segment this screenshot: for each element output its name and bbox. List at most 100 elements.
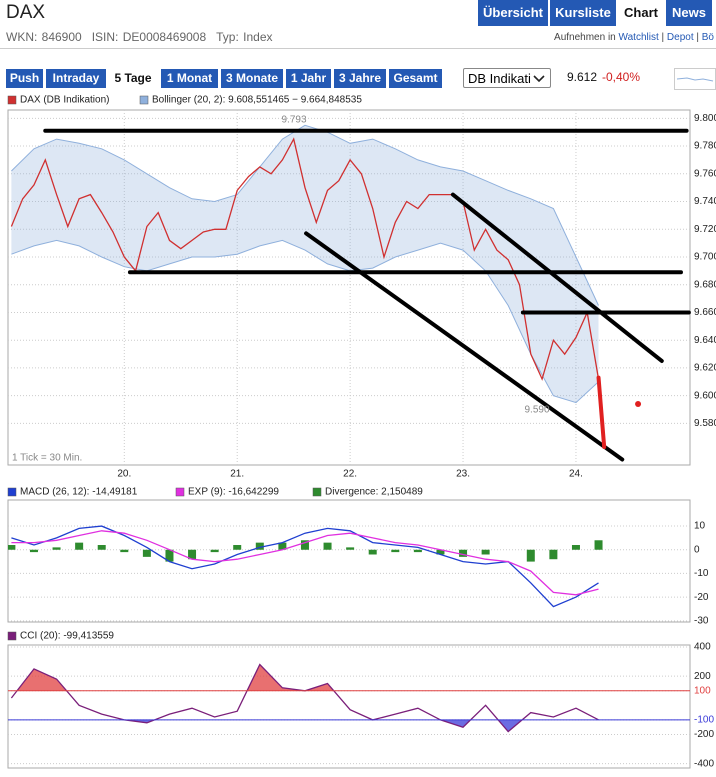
divergence-bar xyxy=(188,549,197,560)
threshold-fill xyxy=(11,719,599,732)
y-tick-label: 9.800 xyxy=(694,113,716,124)
divider xyxy=(0,48,716,49)
range-button[interactable]: Push xyxy=(6,69,43,88)
annotation: 9.590 xyxy=(524,405,549,416)
y-tick-label: 9.760 xyxy=(694,168,716,179)
plot-frame xyxy=(7,644,691,769)
divergence-bar xyxy=(413,549,422,553)
divergence-bar xyxy=(391,549,400,553)
trendline xyxy=(596,375,607,449)
legend-label: EXP (9): -16,642299 xyxy=(188,487,279,498)
link[interactable]: Watchlist xyxy=(618,32,659,43)
y-tick-label: -20 xyxy=(694,592,709,603)
trendline xyxy=(304,231,625,462)
x-tick-label: 22. xyxy=(343,469,357,480)
legend-label: MACD (26, 12): -14,49181 xyxy=(20,487,138,498)
separator: | xyxy=(661,32,665,43)
x-tick-label: 23. xyxy=(456,469,470,480)
y-tick-label: 9.720 xyxy=(694,224,716,235)
range-button[interactable]: 5 Tage xyxy=(114,71,152,85)
divergence-bar xyxy=(52,547,61,550)
divergence-bar xyxy=(346,547,355,550)
divergence-bar xyxy=(368,549,377,555)
legend-label: DAX (DB Indikation) xyxy=(20,95,109,106)
marker xyxy=(635,400,642,407)
divergence-bar xyxy=(594,540,603,550)
range-button[interactable]: 1 Monat xyxy=(161,69,218,88)
legend-label: Bollinger (20, 2): 9.608,551465 − 9.664,… xyxy=(152,95,362,106)
annotation: 9.793 xyxy=(281,115,306,126)
divergence-bar xyxy=(29,549,38,553)
info-item: ISIN: DE0008469008 xyxy=(91,30,207,44)
y-tick-label: 9.780 xyxy=(694,141,716,152)
price-change: -0,40% xyxy=(602,70,641,84)
legend-swatch xyxy=(312,487,322,497)
range-button[interactable]: 1 Jahr xyxy=(286,69,331,88)
y-tick-label: 9.580 xyxy=(694,418,716,429)
range-button[interactable]: 3 Monate xyxy=(221,69,283,88)
divergence-bar xyxy=(8,545,16,550)
links: Aufnehmen in Watchlist | Depot | Bö xyxy=(554,32,714,43)
plot-frame xyxy=(7,499,691,623)
divergence-bar xyxy=(255,542,264,550)
y-tick-label: -200 xyxy=(694,729,714,740)
link[interactable]: Depot xyxy=(666,32,694,43)
tab[interactable]: Übersicht xyxy=(478,0,548,26)
divergence-bar xyxy=(436,549,445,555)
y-tick-label: 9.620 xyxy=(694,363,716,374)
legend-swatch xyxy=(7,631,17,641)
legend-label: CCI (20): -99,413559 xyxy=(20,631,114,642)
page-title: DAX xyxy=(6,2,46,23)
price: 9.612 xyxy=(567,70,598,84)
divergence-bar xyxy=(300,540,309,550)
y-tick-label: 9.660 xyxy=(694,307,716,318)
source-select[interactable]: DB Indikati xyxy=(463,68,551,88)
divergence-bar xyxy=(97,545,106,550)
legend-swatch xyxy=(175,487,185,497)
y-tick-label: -400 xyxy=(694,758,714,769)
info-item: Typ: Index xyxy=(216,30,273,44)
info: WKN: 846900 ISIN: DE0008469008 Typ: Index xyxy=(6,30,283,44)
range-button[interactable]: Gesamt xyxy=(389,69,442,88)
select-value: DB Indikati xyxy=(468,71,531,86)
plot-area xyxy=(8,525,690,622)
y-tick-label: -30 xyxy=(694,615,709,626)
divergence-bar xyxy=(549,549,558,560)
x-tick-label: 21. xyxy=(230,469,244,480)
divergence-bar xyxy=(120,549,129,553)
y-tick-label: 9.680 xyxy=(694,279,716,290)
y-tick-label: 400 xyxy=(694,642,711,653)
divergence-bar xyxy=(142,549,151,557)
y-tick-label: 9.600 xyxy=(694,390,716,401)
legend-swatch xyxy=(7,95,17,105)
annotation: 1 Tick = 30 Min. xyxy=(12,453,82,464)
divergence-bar xyxy=(459,549,468,557)
divergence-bar xyxy=(481,549,490,555)
tab[interactable]: News xyxy=(666,0,712,26)
divergence-bar xyxy=(75,542,84,550)
series-line xyxy=(11,530,599,596)
y-tick-label: -100 xyxy=(694,715,714,726)
x-tick-label: 24. xyxy=(569,469,583,480)
trendline xyxy=(450,192,664,363)
link[interactable]: Bö xyxy=(701,32,714,43)
mini-chart-graphic xyxy=(676,77,714,82)
tab[interactable]: Chart xyxy=(618,0,664,26)
y-tick-label: 200 xyxy=(694,671,711,682)
range-button[interactable]: 3 Jahre xyxy=(334,69,386,88)
y-tick-label: 9.740 xyxy=(694,196,716,207)
y-tick-label: -10 xyxy=(694,568,709,579)
y-tick-label: 9.700 xyxy=(694,252,716,263)
divergence-bar xyxy=(526,549,535,562)
legend-label: Divergence: 2,150489 xyxy=(325,487,423,498)
tab[interactable]: Kursliste xyxy=(550,0,616,26)
legend-swatch xyxy=(7,487,17,497)
y-tick-label: 10 xyxy=(694,521,706,532)
series-line xyxy=(10,137,600,381)
divergence-bar xyxy=(165,549,174,562)
divergence-bar xyxy=(210,549,219,553)
bollinger-line xyxy=(11,239,599,404)
range-button[interactable]: Intraday xyxy=(46,69,106,88)
